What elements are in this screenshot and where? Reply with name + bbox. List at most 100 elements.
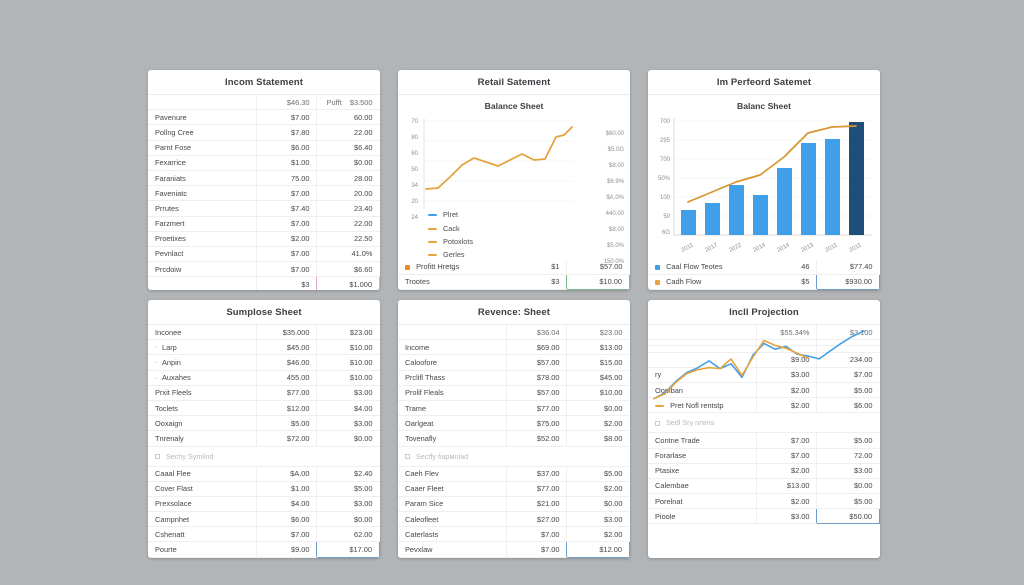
- table-row[interactable]: Tovenafly $52.00 $8.00: [398, 430, 630, 447]
- table-row[interactable]: Prrutes $7.40 23.40: [148, 200, 380, 217]
- table-row[interactable]: Campnhet $6.00 $0.00: [148, 511, 380, 528]
- card-income-statement[interactable]: Incom Statement $46.30 Pufft $3.500: [148, 70, 380, 290]
- table-row[interactable]: Calembae $13.00 $0.00: [648, 478, 880, 495]
- total-cell-highlight[interactable]: $1.000: [316, 276, 380, 290]
- table-total-row[interactable]: Pourte $9.00 $17.00: [148, 541, 380, 558]
- card-retail-statement[interactable]: Retail Satement Balance Sheet: [398, 70, 630, 290]
- card-sumplose-sheet[interactable]: Sumplose Sheet Inconee$35.000$23.00 Larp…: [148, 300, 380, 558]
- checkbox-cell[interactable]: Sechy Symlind: [148, 446, 380, 467]
- table-row[interactable]: Proetixes $2.00 22.50: [148, 231, 380, 247]
- checkbox-icon[interactable]: [655, 420, 660, 426]
- table-row[interactable]: Toclets $12.00 $4.00: [148, 400, 380, 417]
- table-row[interactable]: Anpin$46.00$10.00: [148, 354, 380, 371]
- table-row[interactable]: Cshenatt $7.00 62.00: [148, 526, 380, 543]
- table-row[interactable]: $55.34% $3.100: [648, 325, 880, 341]
- income-statement-table[interactable]: $46.30 Pufft $3.500 Pavenure $7.00 60.00 P…: [148, 95, 380, 290]
- retail-line-chart[interactable]: 70 80 60 50 34 20 24 $60.00 $5.0G $8.00 …: [398, 113, 630, 263]
- table-row[interactable]: Caaer Fleet $77.00 $2.00: [398, 481, 630, 497]
- bar-2[interactable]: [729, 185, 744, 235]
- table-row[interactable]: $36.04 $23.00: [398, 325, 630, 341]
- table-row[interactable]: Pret Nofl rentstp $2.00 $6.00: [648, 397, 880, 414]
- table-row[interactable]: $9.00 234.00: [648, 352, 880, 368]
- bar-4[interactable]: [777, 168, 792, 235]
- legend-item-gerles[interactable]: Gerles: [428, 248, 538, 261]
- table-row[interactable]: Forarlase $7.00 72.00: [648, 448, 880, 464]
- table-row[interactable]: Pavenure $7.00 60.00: [148, 109, 380, 126]
- chart-legend[interactable]: Plret Cack Potoxlots Gerles: [428, 208, 538, 262]
- table-row[interactable]: Pollng Cree $7.80 22.00: [148, 124, 380, 141]
- total-cell-highlight[interactable]: $10.00: [566, 273, 630, 290]
- legend-item-cack[interactable]: Cack: [428, 221, 538, 234]
- perfeord-bar-chart[interactable]: 700 295 700 50% 100 50 6G: [648, 113, 880, 265]
- total-cell-highlight[interactable]: $17.00: [316, 541, 380, 558]
- table-row[interactable]: Caal Flow Teotes 46 $77.40: [648, 259, 880, 275]
- checkbox-icon[interactable]: [405, 454, 410, 460]
- total-cell-highlight[interactable]: $50.00: [816, 508, 880, 525]
- table-row[interactable]: Caterlasts $7.00 $2.00: [398, 526, 630, 543]
- y-tick-5: 50: [663, 214, 670, 220]
- table-row[interactable]: Larp$45.00$10.00: [148, 339, 380, 356]
- table-total-row[interactable]: Cadh Flow $5 $930.00: [648, 273, 880, 290]
- table-row[interactable]: Prexsolace $4.00 $3.00: [148, 496, 380, 513]
- bar-0[interactable]: [681, 210, 696, 235]
- table-total-row[interactable]: $3 $1.000: [148, 276, 380, 290]
- table-row[interactable]: Oarlgeat $75.00 $2.00: [398, 415, 630, 432]
- card-revence-sheet[interactable]: Revence: Sheet $36.04 $23.00 Income $69.00…: [398, 300, 630, 558]
- checkbox-cell[interactable]: Sedl Sry nnims: [648, 412, 880, 434]
- table-row[interactable]: Prxit Fleels $77.00 $3.00: [148, 385, 380, 401]
- bar-5[interactable]: [801, 143, 816, 235]
- table-row[interactable]: Pevnlact $7.00 41.0%: [148, 246, 380, 263]
- table-row[interactable]: Prolif Fleals $57.00 $10.00: [398, 385, 630, 401]
- checkbox-row[interactable]: Sectfy fiармnlad: [398, 446, 630, 467]
- table-row[interactable]: Income $69.00 $13.00: [398, 339, 630, 356]
- table-row[interactable]: Ptasixe $2.00 $3.00: [648, 463, 880, 479]
- total-cell-highlight[interactable]: $12.00: [566, 541, 630, 558]
- table-row[interactable]: Profitt Hretgs $1 $57.00: [398, 259, 630, 275]
- table-row[interactable]: Param Sice $21.00 $0.00: [398, 496, 630, 513]
- retail-footer-table[interactable]: Profitt Hretgs $1 $57.00 Trootes $3 $10.…: [398, 259, 630, 290]
- table-row[interactable]: Porelnat $2.00 $5.00: [648, 493, 880, 510]
- table-row[interactable]: Ooxaign $5.00 $3.00: [148, 415, 380, 432]
- table-row[interactable]: Caeh Flev $37.00 $5.00: [398, 466, 630, 482]
- table-row[interactable]: ry $3.00 $7.00: [648, 367, 880, 383]
- sumplose-sheet-table[interactable]: Inconee$35.000$23.00 Larp$45.00$10.00 An…: [148, 325, 380, 558]
- checkbox-cell[interactable]: Sectfy fiармnlad: [398, 446, 630, 467]
- table-row[interactable]: Farzmert $7.00 22.00: [148, 216, 380, 232]
- checkbox-row[interactable]: Sedl Sry nnims: [648, 412, 880, 434]
- bar-3[interactable]: [753, 195, 768, 235]
- card-incll-projection[interactable]: Incll Projection $55.34% $3.100 $9.00 234.…: [648, 300, 880, 558]
- table-row[interactable]: Contne Trade $7.00 $5.00: [648, 432, 880, 449]
- table-row[interactable]: Prclifl Thass $78.00 $45.00: [398, 370, 630, 386]
- perfeord-legend-table[interactable]: Caal Flow Teotes 46 $77.40 Cadh Flow $5: [648, 259, 880, 290]
- table-row[interactable]: Cover Flast $1.00 $5.00: [148, 481, 380, 497]
- table-row[interactable]: Prcdoiw $7.00 $6.60: [148, 261, 380, 278]
- row-label: Pourte: [148, 541, 257, 558]
- table-row[interactable]: Caloofore $57.00 $15.00: [398, 354, 630, 371]
- table-row[interactable]: Caleofleet $27.00 $3.00: [398, 511, 630, 528]
- table-row[interactable]: $46.30 Pufft $3.500: [148, 95, 380, 111]
- table-row[interactable]: Caaal Flee $A.00 $2.40: [148, 466, 380, 482]
- card-im-perfeord-satemet[interactable]: Im Perfeord Satemet Balanc Sheet: [648, 70, 880, 290]
- table-row[interactable]: Ooplban $2.00 $5.00: [648, 382, 880, 399]
- table-row[interactable]: Tnrenaly $72.00 $0.00: [148, 430, 380, 447]
- table-total-row[interactable]: Trootes $3 $10.00: [398, 273, 630, 290]
- bar-1[interactable]: [705, 203, 720, 235]
- legend-item-plret[interactable]: Plret: [428, 208, 538, 221]
- table-row[interactable]: Fexarrice $1.00 $0.00: [148, 155, 380, 171]
- checkbox-row[interactable]: Sechy Symlind: [148, 446, 380, 467]
- table-total-row[interactable]: Pioole $3.00 $50.00: [648, 508, 880, 525]
- total-cell-highlight[interactable]: $930.00: [816, 273, 880, 290]
- bar-7[interactable]: [849, 122, 864, 235]
- revence-sheet-table[interactable]: $36.04 $23.00 Income $69.00 $13.00 Caloofor…: [398, 325, 630, 558]
- bar-6[interactable]: [825, 139, 840, 235]
- table-row[interactable]: Parnt Fose $6.00 $6.40: [148, 140, 380, 156]
- checkbox-icon[interactable]: [155, 454, 160, 460]
- incll-projection-table[interactable]: $55.34% $3.100 $9.00 234.00 ry $3.00 $7.00 O…: [648, 325, 880, 525]
- legend-item-potoxlots[interactable]: Potoxlots: [428, 235, 538, 248]
- table-total-row[interactable]: Pevxlaw $7.00 $12.00: [398, 541, 630, 558]
- table-row[interactable]: Trame $77.00 $0.00: [398, 400, 630, 417]
- table-row[interactable]: Faraniats 75.00 28.00: [148, 170, 380, 187]
- table-row[interactable]: Faveniatc $7.00 20.00: [148, 185, 380, 202]
- table-row[interactable]: Inconee $35.000 $23.00: [148, 325, 380, 341]
